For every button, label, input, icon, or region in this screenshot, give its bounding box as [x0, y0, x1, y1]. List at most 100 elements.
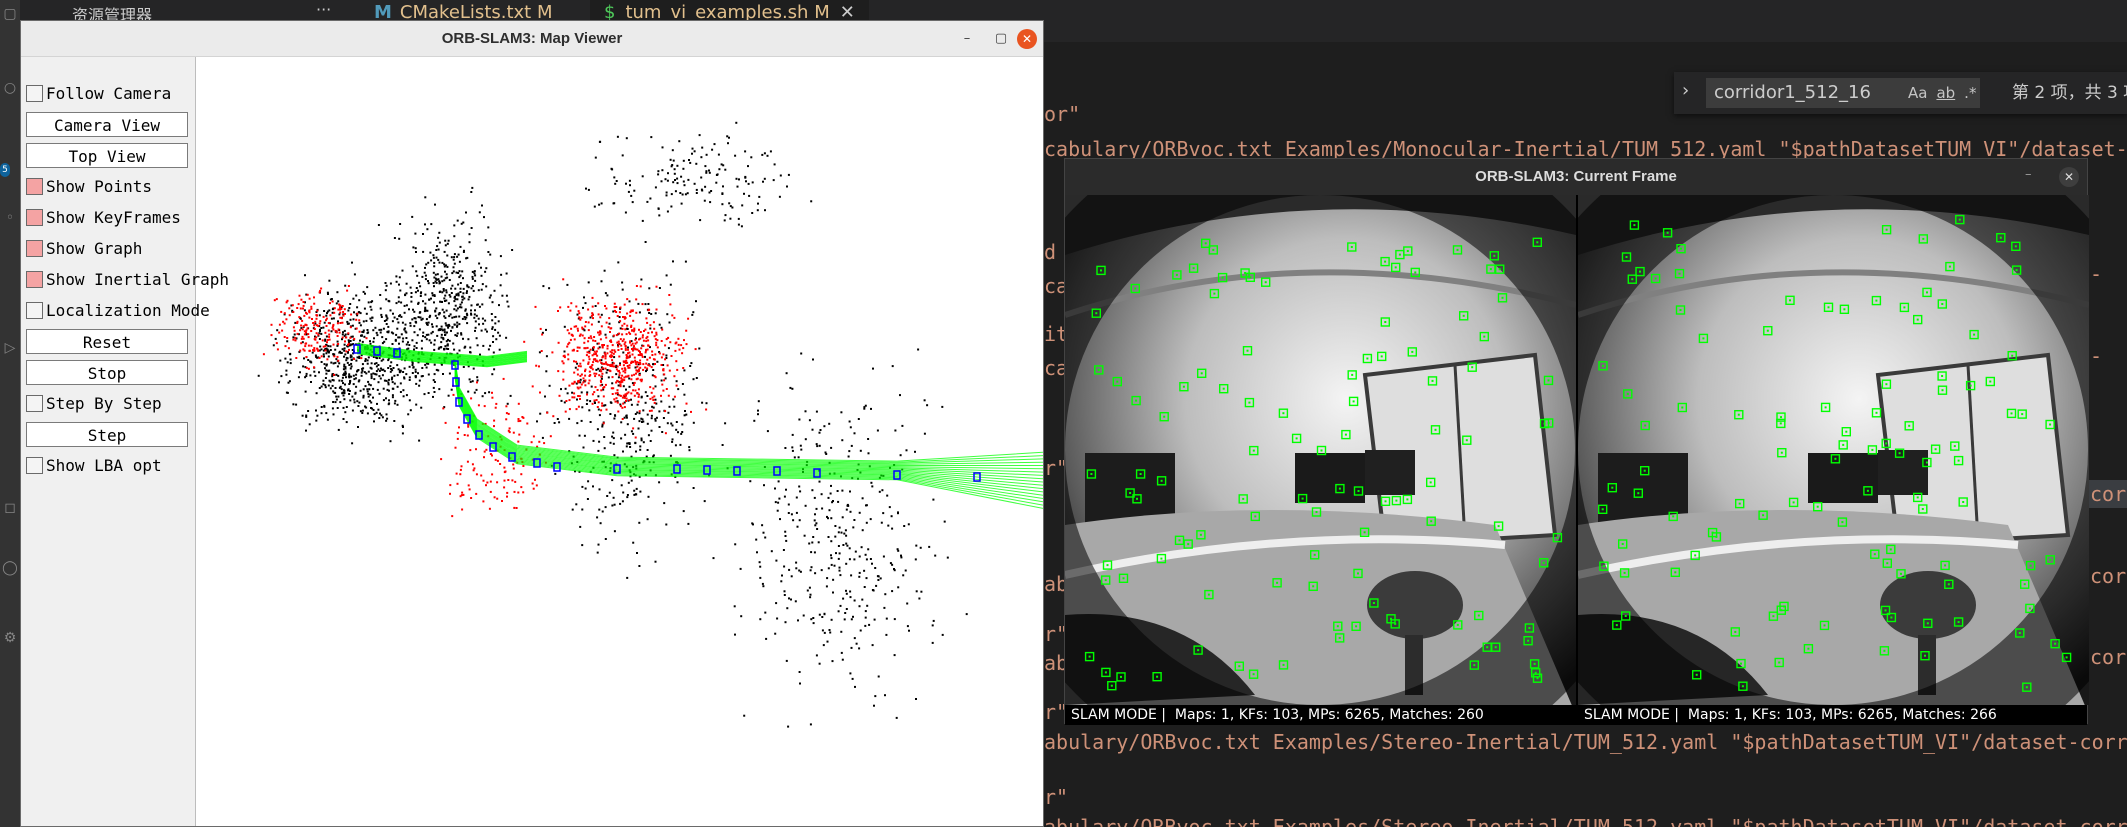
map-point [577, 365, 580, 368]
map-point [619, 502, 622, 505]
search-icon[interactable]: ○ [3, 80, 17, 96]
map-point [539, 327, 542, 330]
map-point [452, 270, 455, 273]
map-point [584, 379, 587, 382]
map-point [878, 476, 881, 479]
map-point [450, 287, 453, 290]
find-input[interactable]: corridor1_512_16 [1706, 78, 1980, 108]
map-point [845, 534, 848, 537]
map-point [405, 394, 408, 397]
map-point [318, 314, 321, 317]
follow-camera-toggle[interactable]: Follow Camera [26, 81, 188, 106]
toggle-replace-icon[interactable]: › [1682, 80, 1690, 101]
checkbox-icon[interactable] [26, 209, 43, 226]
map-point [908, 629, 910, 632]
feature-box [1351, 621, 1361, 631]
camera-view-button[interactable]: Camera View [26, 112, 188, 137]
account-icon[interactable]: ◯ [2, 560, 18, 576]
reset-button[interactable]: Reset [26, 329, 188, 354]
map-point [594, 156, 597, 159]
map-point [863, 586, 866, 588]
map-point [397, 368, 400, 371]
map-point [366, 388, 369, 391]
checkbox-icon[interactable] [26, 85, 43, 102]
map-point [586, 346, 589, 349]
map-point [470, 227, 473, 229]
show-inertial-graph-toggle[interactable]: Show Inertial Graph [26, 267, 229, 292]
map-point [305, 311, 307, 314]
feature-box [1623, 389, 1633, 399]
checkbox-icon[interactable] [26, 395, 43, 412]
map-point [332, 317, 335, 320]
map-point [624, 345, 627, 348]
map-point [391, 369, 394, 372]
whole-word-icon[interactable]: ab [1936, 84, 1956, 102]
map-point [447, 394, 450, 397]
map-point [759, 576, 762, 579]
map-point [433, 285, 435, 288]
maximize-icon[interactable]: ▢ [994, 31, 1008, 46]
feature-box [1529, 659, 1540, 669]
feature-box [1391, 495, 1402, 506]
checkbox-icon[interactable] [26, 302, 43, 319]
checkbox-icon[interactable] [26, 457, 43, 474]
feature-point [1666, 231, 1669, 234]
show-points-toggle[interactable]: Show Points [26, 174, 188, 199]
close-icon[interactable]: ✕ [1017, 29, 1037, 49]
tab-cmakelists[interactable]: M CMakeLists.txt M [360, 0, 567, 42]
map-point [636, 403, 639, 406]
map-point [410, 295, 413, 298]
map-point [655, 402, 658, 405]
map-point [507, 479, 510, 481]
map-point [432, 282, 435, 284]
map-point [622, 351, 625, 354]
stop-button[interactable]: Stop [26, 360, 188, 385]
map-point [497, 331, 500, 334]
checkbox-icon[interactable] [26, 240, 43, 257]
extensions-icon[interactable]: ◻ [4, 500, 16, 516]
map-point [562, 378, 565, 381]
map-point [332, 328, 335, 331]
regex-icon[interactable]: .* [1964, 84, 1977, 102]
current-frame-titlebar[interactable]: ORB-SLAM3: Current Frame – ✕ [1065, 159, 2087, 195]
map-point [605, 408, 608, 411]
map-point [362, 290, 365, 293]
localization-mode-toggle[interactable]: Localization Mode [26, 298, 210, 323]
map-3d-view[interactable] [197, 57, 1043, 826]
map-point [604, 333, 607, 336]
close-tab-icon[interactable]: ✕ [839, 2, 855, 23]
map-point [575, 408, 578, 411]
minimize-icon[interactable]: – [2025, 167, 2032, 182]
map-point [655, 331, 658, 334]
feature-point [1431, 379, 1434, 382]
map-point [326, 349, 329, 352]
map-point [445, 324, 448, 327]
step-button[interactable]: Step [26, 422, 188, 447]
files-icon[interactable]: ▢ [3, 6, 17, 22]
step-by-step-toggle[interactable]: Step By Step [26, 391, 188, 416]
top-view-button[interactable]: Top View [26, 143, 188, 168]
minimize-icon[interactable]: – [963, 31, 971, 46]
feature-box [1497, 293, 1508, 303]
map-viewer-titlebar[interactable]: ORB-SLAM3: Map Viewer – ▢ ✕ [21, 21, 1043, 57]
map-point [447, 239, 450, 242]
source-control-icon[interactable]: ◦ [5, 210, 15, 226]
map-point [617, 345, 620, 348]
feature-box [1539, 558, 1549, 568]
match-case-icon[interactable]: Aa [1908, 84, 1928, 102]
checkbox-icon[interactable] [26, 178, 43, 195]
feature-point [1122, 577, 1125, 580]
feature-box [1403, 246, 1413, 256]
map-point [645, 362, 648, 365]
show-lba-opt-toggle[interactable]: Show LBA opt [26, 453, 188, 478]
close-icon[interactable]: ✕ [2059, 167, 2079, 187]
map-point [636, 392, 639, 394]
more-actions-icon[interactable]: ··· [316, 0, 332, 19]
show-keyframes-toggle[interactable]: Show KeyFrames [26, 205, 188, 230]
map-point [320, 385, 323, 388]
checkbox-icon[interactable] [26, 271, 43, 288]
run-debug-icon[interactable]: ▷ [4, 340, 16, 356]
show-graph-toggle[interactable]: Show Graph [26, 236, 188, 261]
settings-gear-icon[interactable]: ⚙ [3, 630, 17, 646]
map-point [619, 385, 622, 388]
